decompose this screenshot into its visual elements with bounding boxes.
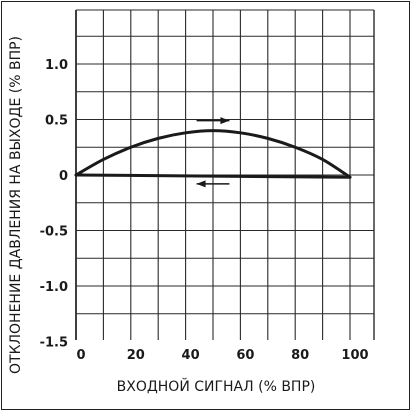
x-tick-label: 80 [291, 348, 309, 363]
direction-arrows [196, 117, 230, 188]
y-tick-label: 0.5 [45, 114, 68, 129]
x-tick-label: 100 [341, 348, 368, 363]
series [74, 129, 352, 179]
x-tick-label: 60 [236, 348, 254, 363]
series-line-increasing [74, 129, 352, 179]
y-tick-label: -0.5 [40, 225, 68, 240]
arrow-left-head [196, 180, 206, 188]
x-tick-label: 20 [127, 348, 145, 363]
y-tick-label: -1.0 [40, 280, 68, 295]
y-tick-labels: 1.0 0.5 0 -0.5 -1.0 -1.5 [40, 58, 68, 351]
series-line-decreasing [74, 173, 352, 179]
x-tick-label: 0 [76, 348, 85, 363]
x-axis-label: ВХОДНОЙ СИГНАЛ (% ВПР) [117, 377, 316, 395]
y-axis-label: ОТКЛОНЕНИЕ ДАВЛЕНИЯ НА ВЫХОДЕ (% ВПР) [8, 36, 24, 374]
grid [75, 9, 375, 340]
x-tick-label: 40 [182, 348, 200, 363]
x-tick-labels: 0 20 40 60 80 100 [76, 348, 368, 363]
arrow-right-head [220, 117, 230, 125]
y-tick-label: 0 [59, 169, 68, 184]
y-tick-label: -1.5 [40, 336, 68, 351]
y-tick-label: 1.0 [45, 58, 68, 73]
